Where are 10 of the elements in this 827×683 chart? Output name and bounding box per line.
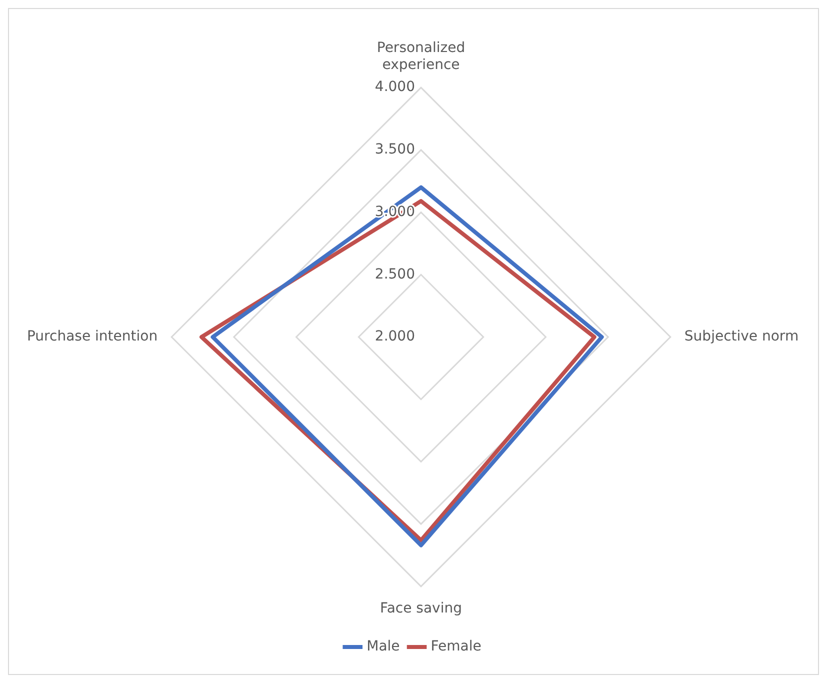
spoke-label: Purchase intention [26, 328, 158, 345]
y-tick-label: 2.000 [374, 328, 415, 345]
legend-label: Female [430, 638, 482, 655]
legend-label: Male [366, 638, 400, 655]
spoke-label: Face saving [380, 600, 462, 616]
spoke-label: Subjective norm [684, 328, 799, 345]
y-tick-label: 2.500 [374, 266, 415, 282]
y-tick-label: 3.500 [374, 142, 415, 158]
y-tick-label: 4.000 [374, 79, 415, 96]
spoke-label: Personalized experience [376, 40, 466, 73]
